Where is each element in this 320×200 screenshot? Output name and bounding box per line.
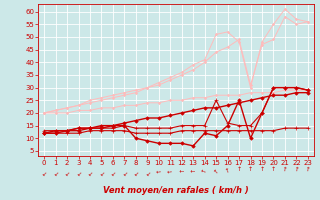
Text: ↑: ↑	[52, 167, 59, 174]
Text: ↑: ↑	[260, 167, 265, 172]
Text: ↑: ↑	[282, 167, 288, 173]
Text: ↑: ↑	[236, 167, 242, 172]
Text: ↑: ↑	[41, 167, 48, 174]
Text: ↑: ↑	[109, 167, 116, 174]
Text: ↑: ↑	[271, 167, 276, 172]
Text: ↑: ↑	[305, 167, 311, 173]
Text: ↑: ↑	[98, 167, 105, 174]
Text: ↑: ↑	[75, 167, 82, 174]
Text: ↑: ↑	[167, 167, 173, 173]
Text: ↑: ↑	[86, 167, 94, 174]
Text: ↑: ↑	[224, 167, 231, 174]
Text: ↑: ↑	[132, 167, 140, 174]
Text: ↑: ↑	[293, 167, 300, 173]
Text: ↑: ↑	[63, 167, 71, 174]
Text: ↑: ↑	[179, 167, 184, 172]
Text: ↑: ↑	[156, 167, 162, 173]
Text: ↑: ↑	[248, 167, 253, 172]
Text: ↑: ↑	[144, 167, 151, 174]
X-axis label: Vent moyen/en rafales ( km/h ): Vent moyen/en rafales ( km/h )	[103, 186, 249, 195]
Text: ↑: ↑	[191, 167, 196, 172]
Text: ↑: ↑	[212, 167, 220, 174]
Text: ↑: ↑	[201, 167, 208, 174]
Text: ↑: ↑	[121, 167, 128, 174]
